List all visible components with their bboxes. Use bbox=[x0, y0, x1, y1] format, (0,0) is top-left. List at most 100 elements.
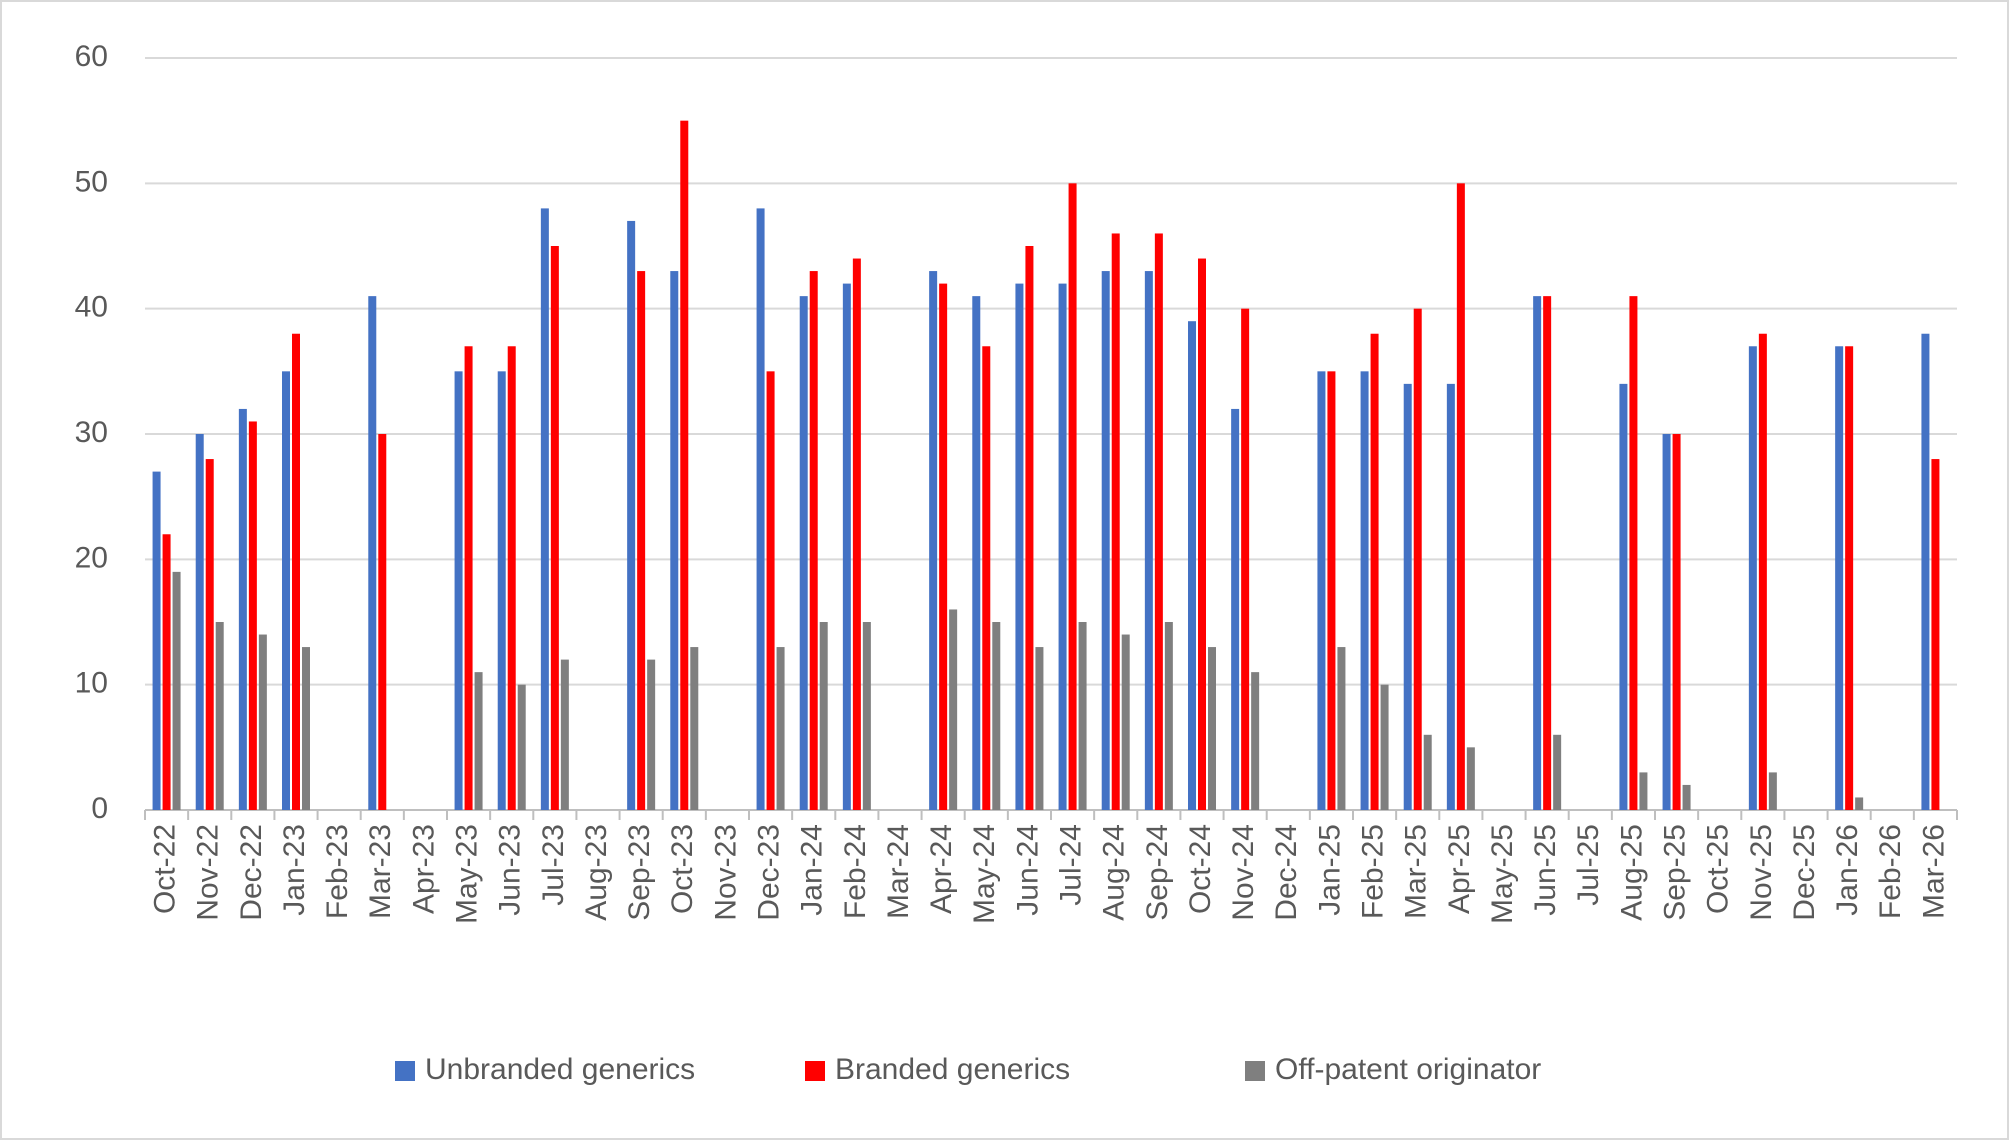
bar bbox=[690, 647, 699, 810]
bar bbox=[1855, 797, 1864, 810]
x-tick-label: Nov-23 bbox=[709, 824, 742, 921]
bar bbox=[1543, 296, 1552, 811]
bar bbox=[1015, 283, 1024, 811]
x-tick-label: Jul-24 bbox=[1054, 824, 1087, 906]
bar bbox=[215, 622, 224, 810]
x-tick-label: Feb-25 bbox=[1356, 824, 1389, 919]
legend-label: Unbranded generics bbox=[425, 1053, 695, 1086]
bar bbox=[1835, 346, 1844, 810]
bar bbox=[282, 371, 290, 810]
legend-swatch bbox=[1245, 1061, 1265, 1081]
bar bbox=[302, 647, 310, 810]
bar bbox=[1533, 296, 1542, 811]
x-tick-label: Jun-24 bbox=[1011, 824, 1044, 916]
bar bbox=[1144, 271, 1153, 811]
x-tick-label: Apr-23 bbox=[407, 824, 440, 914]
bar bbox=[368, 296, 377, 811]
x-tick-label: Mar-23 bbox=[364, 824, 397, 919]
x-tick-label: Nov-25 bbox=[1745, 824, 1778, 921]
y-tick-label: 60 bbox=[75, 40, 108, 73]
bar bbox=[540, 208, 549, 810]
x-tick-label: May-25 bbox=[1486, 824, 1519, 924]
x-tick-label: Dec-24 bbox=[1270, 824, 1303, 921]
bar bbox=[1078, 622, 1087, 810]
bar bbox=[1456, 183, 1465, 811]
bar bbox=[1068, 183, 1077, 811]
bar bbox=[1553, 734, 1562, 810]
x-tick-label: Jan-25 bbox=[1313, 824, 1346, 916]
x-tick-label: Sep-25 bbox=[1658, 824, 1691, 921]
x-tick-label: Sep-23 bbox=[623, 824, 656, 921]
bar bbox=[949, 609, 958, 810]
bar bbox=[195, 434, 204, 810]
bar bbox=[1639, 772, 1648, 810]
bar bbox=[1748, 346, 1757, 810]
x-tick-label: Jul-25 bbox=[1572, 824, 1605, 906]
bar bbox=[1035, 647, 1044, 810]
x-tick-label: Mar-24 bbox=[882, 824, 915, 919]
bar bbox=[776, 647, 785, 810]
legend-label: Off-patent originator bbox=[1275, 1053, 1541, 1086]
bar bbox=[464, 346, 473, 810]
x-tick-label: Jan-24 bbox=[796, 824, 829, 916]
x-tick-label: Feb-24 bbox=[839, 824, 872, 919]
bar bbox=[1682, 784, 1691, 810]
bar bbox=[756, 208, 765, 810]
bar bbox=[378, 434, 387, 810]
bar bbox=[862, 622, 871, 810]
bar bbox=[809, 271, 818, 811]
bar bbox=[1025, 246, 1034, 810]
x-tick-label: Jan-23 bbox=[278, 824, 311, 916]
bar bbox=[1403, 383, 1412, 810]
bar bbox=[205, 459, 214, 810]
bar bbox=[842, 283, 851, 811]
legend-swatch bbox=[805, 1061, 825, 1081]
bar bbox=[152, 471, 161, 810]
bar bbox=[1188, 321, 1196, 810]
bar bbox=[939, 283, 948, 811]
bar bbox=[992, 622, 1001, 810]
y-tick-label: 30 bbox=[75, 416, 108, 449]
legend-swatch bbox=[395, 1061, 415, 1081]
bar bbox=[1758, 333, 1767, 810]
bar bbox=[1337, 647, 1346, 810]
x-tick-label: Nov-24 bbox=[1227, 824, 1260, 921]
bar bbox=[497, 371, 506, 810]
bar bbox=[550, 246, 559, 810]
bar bbox=[1662, 434, 1671, 810]
bar bbox=[1154, 233, 1163, 810]
bar bbox=[647, 659, 656, 810]
x-tick-label: Mar-26 bbox=[1917, 824, 1950, 919]
x-tick-label: Dec-22 bbox=[235, 824, 268, 921]
bar bbox=[162, 534, 171, 810]
bar bbox=[1241, 308, 1250, 810]
x-tick-label: Mar-25 bbox=[1400, 824, 1433, 919]
bar bbox=[507, 346, 516, 810]
bar bbox=[1672, 434, 1681, 810]
bar bbox=[172, 571, 181, 810]
bar bbox=[1931, 459, 1940, 810]
x-tick-label: Feb-26 bbox=[1874, 824, 1907, 919]
x-tick-label: Jun-23 bbox=[494, 824, 527, 916]
x-tick-label: Oct-24 bbox=[1184, 824, 1217, 914]
bar bbox=[637, 271, 646, 811]
x-tick-label: Jan-26 bbox=[1831, 824, 1864, 916]
x-tick-label: Oct-22 bbox=[148, 824, 181, 914]
x-tick-label: Apr-25 bbox=[1443, 824, 1476, 914]
bar bbox=[819, 622, 828, 810]
x-tick-label: Aug-24 bbox=[1098, 824, 1131, 921]
bar bbox=[517, 684, 526, 810]
bar bbox=[1164, 622, 1173, 810]
x-tick-label: Dec-23 bbox=[752, 824, 785, 921]
bar bbox=[258, 634, 267, 810]
x-tick-label: Sep-24 bbox=[1141, 824, 1174, 921]
bar bbox=[1466, 747, 1475, 810]
y-tick-label: 40 bbox=[75, 291, 108, 324]
bar bbox=[799, 296, 808, 811]
bar bbox=[238, 408, 247, 810]
bar bbox=[1198, 258, 1206, 810]
x-tick-label: Jul-23 bbox=[537, 824, 570, 906]
bar bbox=[627, 220, 636, 810]
